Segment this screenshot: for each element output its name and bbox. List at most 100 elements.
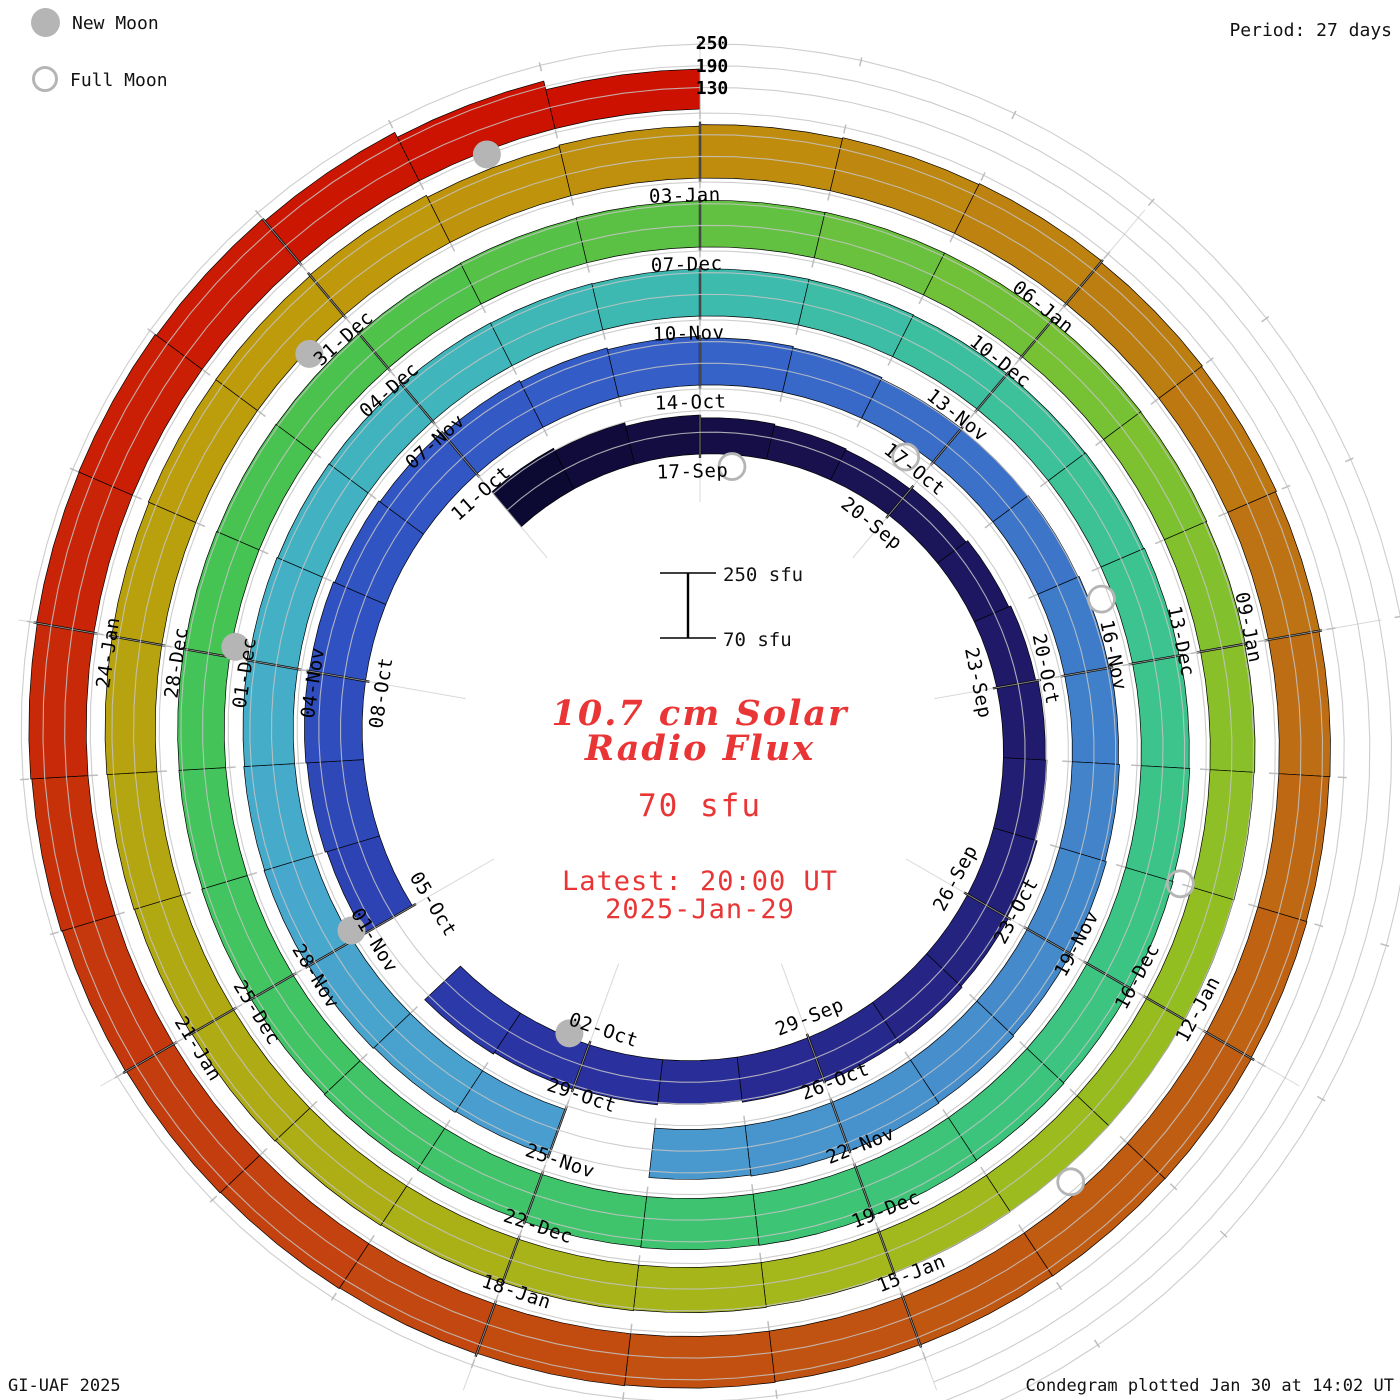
day-tick [980,1166,987,1175]
angular-spokes [18,48,1382,1391]
day-tick [1154,539,1164,545]
day-bar [28,622,95,780]
day-tick [480,304,487,314]
day-bar [657,1056,743,1105]
spoke-line [905,858,1300,1087]
flux-bars [28,68,1331,1389]
day-tick [314,852,324,857]
new-moon-marker [221,632,250,661]
day-bar [416,1127,543,1222]
day-tick [26,620,36,624]
day-tick [406,1177,413,1186]
day-tick [1314,923,1324,928]
day-tick [360,1053,368,1061]
new-moon-label: New Moon [72,13,159,34]
center-annotation: 10.7 cm Solar Radio Flux 70 sfu Latest: … [380,696,1020,925]
day-tick [147,328,156,335]
day-tick [255,209,263,218]
day-tick [368,492,377,500]
day-tick [629,1323,633,1333]
day-bar [309,194,451,316]
day-bar [1191,769,1255,901]
day-bar [308,581,387,682]
date-label: 07-Dec [651,253,723,277]
day-tick [795,325,799,335]
day-tick [1190,651,1200,655]
spoke-line [462,963,620,1391]
day-tick [1137,992,1147,999]
day-tick [494,1294,499,1304]
day-bar [201,875,294,1000]
gridline-190-sfu [42,65,1393,1400]
spoke-line [780,963,938,1391]
day-tick [926,462,934,471]
day-tick [767,1321,770,1331]
day-tick [827,191,831,201]
day-tick [1039,480,1048,488]
day-tick [887,357,893,366]
day-tick [904,1051,911,1060]
day-bar [442,380,544,475]
day-tick [1122,663,1132,667]
day-tick [476,474,484,483]
day-bar [872,953,963,1044]
day-tick [1054,675,1064,679]
day-bar [519,347,620,428]
day-tick [1197,1026,1207,1033]
day-tick [181,891,192,896]
full-moon-marker [1165,869,1195,899]
day-tick [1014,356,1022,365]
day-tick [843,124,847,134]
day-tick [298,668,308,672]
day-bar [1065,261,1203,399]
day-tick [1103,251,1111,259]
day-tick [1019,1041,1027,1049]
day-bar [31,775,116,932]
credit-label: GI-UAF 2025 [8,1376,121,1396]
full-moon-marker [891,442,921,472]
day-tick [133,494,142,500]
day-tick [196,522,206,528]
day-tick [293,969,303,976]
day-bar [111,501,197,646]
new-moon-icon [31,8,60,37]
day-tick [444,1119,451,1128]
day-tick [1069,1088,1077,1096]
day-tick [1115,863,1126,868]
day-tick [775,1389,778,1399]
day-bar [554,422,636,490]
day-tick [1394,615,1400,619]
day-tick [1344,457,1354,463]
day-bar [264,131,420,264]
day-tick [432,421,440,430]
period-label: Period: 27 days [1229,20,1392,41]
day-bar [1158,366,1277,513]
day-tick [942,1108,949,1118]
day-bar [248,557,323,670]
chart-title-line1: 10.7 cm Solar [551,693,849,734]
day-tick [811,258,815,268]
day-bar [766,425,847,481]
day-tick [1131,764,1141,767]
day-tick [856,418,862,428]
day-tick [1205,357,1214,364]
gridline-130-sfu [64,86,1371,1383]
day-tick [898,1287,904,1297]
new-moon-marker [337,916,366,945]
day-bar [760,1231,895,1308]
day-tick [388,368,396,377]
day-tick [1169,1183,1178,1191]
day-tick [482,1061,489,1071]
day-tick [538,62,543,72]
day-tick [410,1006,418,1014]
day-bar [277,463,369,578]
full-moon-marker [1056,1167,1086,1197]
day-ticks [20,41,1400,1400]
day-tick [1182,883,1192,888]
day-bar [768,1296,921,1383]
day-tick [541,1164,547,1174]
radial-axis-label-190: 190 [696,56,729,77]
scale-bar-bottom-label: 70 sfu [723,629,792,651]
day-tick [1248,903,1258,908]
